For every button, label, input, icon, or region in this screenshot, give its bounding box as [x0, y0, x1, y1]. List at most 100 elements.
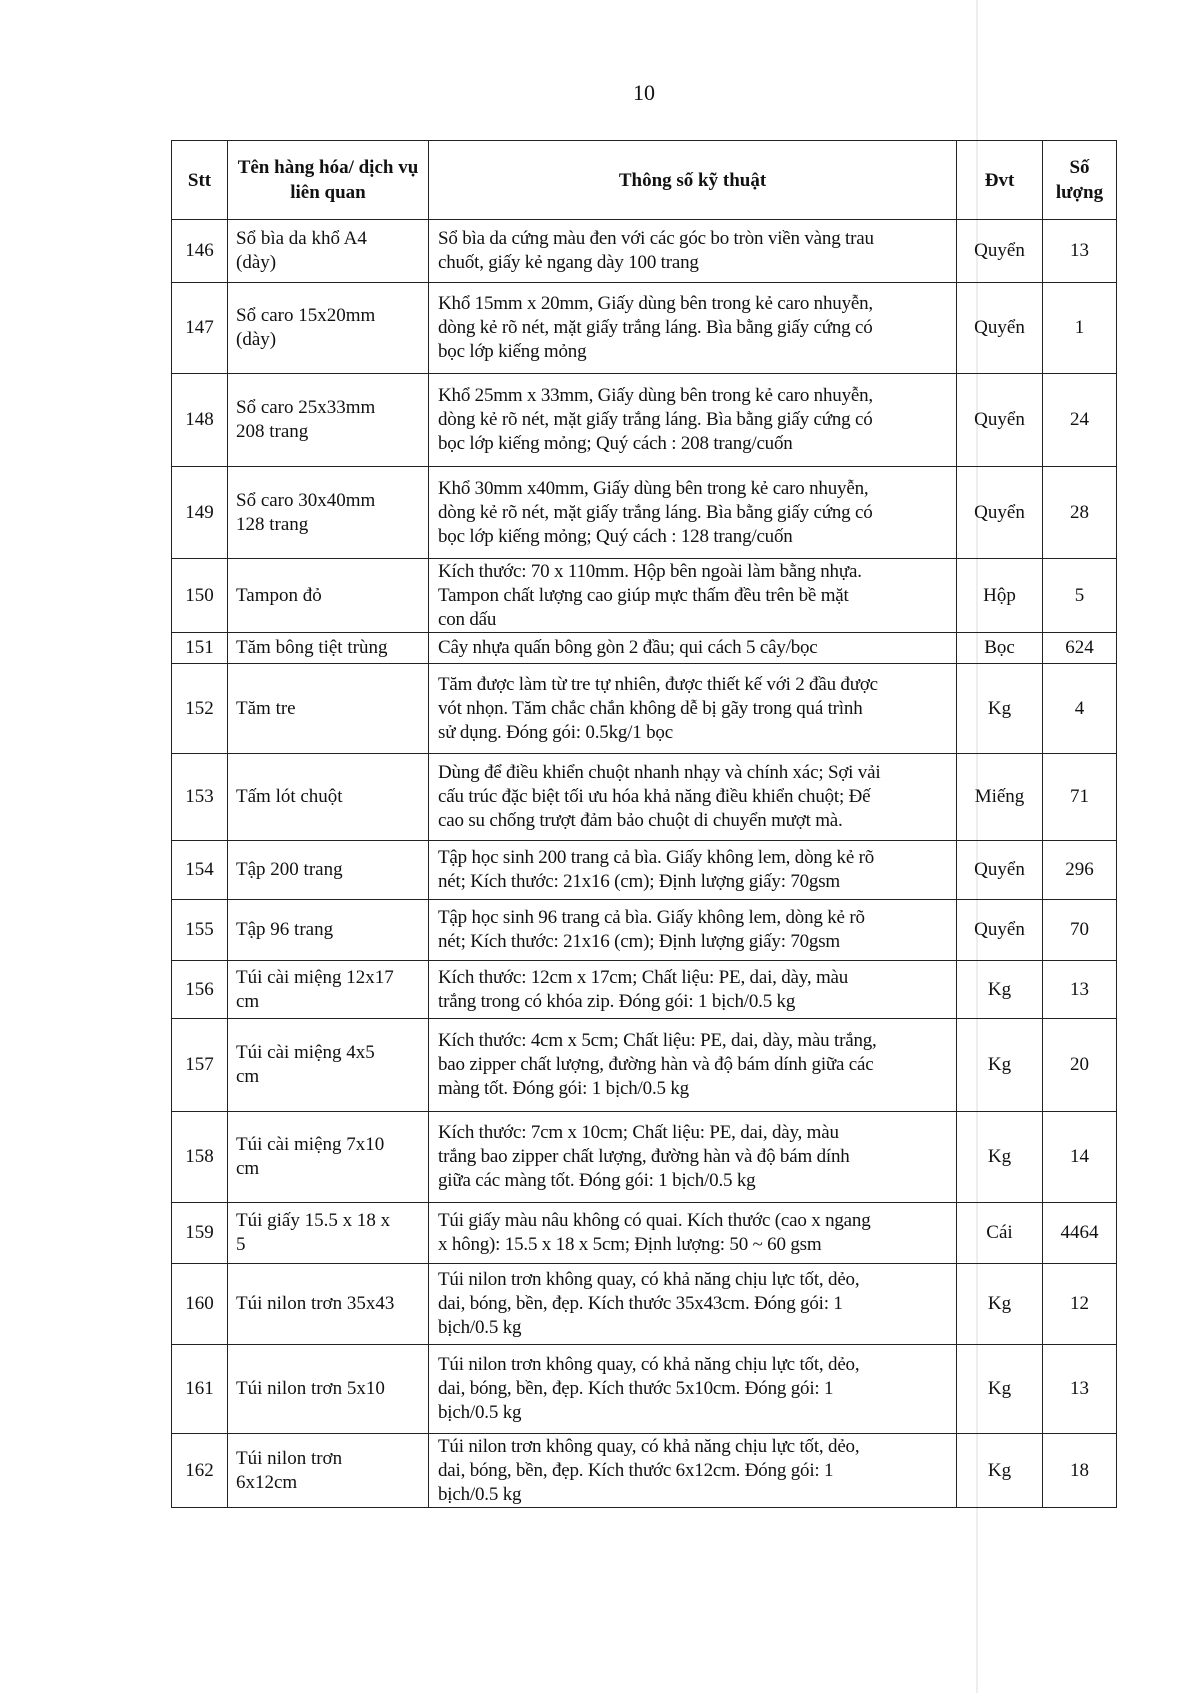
cell-unit: Quyển — [956, 219, 1043, 283]
table-row: 161 Túi nilon trơn 5x10 Túi nilon trơn kh… — [171, 1344, 1117, 1434]
cell-spec: Tập học sinh 200 trang cả bìa. Giấy khôn… — [428, 840, 957, 900]
cell-name: Tăm tre — [227, 663, 429, 754]
cell-stt: 150 — [171, 558, 228, 633]
cell-stt: 157 — [171, 1018, 228, 1112]
cell-qty: 1 — [1042, 282, 1117, 374]
cell-spec: Khổ 25mm x 33mm, Giấy dùng bên trong kẻ … — [428, 373, 957, 467]
cell-stt: 155 — [171, 899, 228, 961]
cell-spec: Túi nilon trơn không quay, có khả năng c… — [428, 1344, 957, 1434]
cell-name: Túi giấy 15.5 x 18 x 5 — [227, 1202, 429, 1264]
cell-spec: Khổ 30mm x40mm, Giấy dùng bên trong kẻ c… — [428, 466, 957, 559]
table-row: 159 Túi giấy 15.5 x 18 x 5 Túi giấy màu nâ… — [171, 1202, 1117, 1264]
header-qty: Số lượng — [1042, 140, 1117, 220]
cell-stt: 160 — [171, 1263, 228, 1345]
table-row: 148 Sổ caro 25x33mm 208 trang Khổ 25mm x 3… — [171, 373, 1117, 467]
table-row: 149 Sổ caro 30x40mm 128 trang Khổ 30mm x40… — [171, 466, 1117, 559]
cell-qty: 18 — [1042, 1433, 1117, 1508]
goods-table: Stt Tên hàng hóa/ dịch vụ liên quan Thôn… — [171, 140, 1117, 1508]
cell-spec: Kích thước: 7cm x 10cm; Chất liệu: PE, d… — [428, 1111, 957, 1203]
cell-spec: Kích thước: 70 x 110mm. Hộp bên ngoài là… — [428, 558, 957, 633]
cell-name: Túi cài miệng 7x10 cm — [227, 1111, 429, 1203]
cell-name: Túi nilon trơn 5x10 — [227, 1344, 429, 1434]
cell-qty: 24 — [1042, 373, 1117, 467]
cell-stt: 154 — [171, 840, 228, 900]
cell-spec: Túi nilon trơn không quay, có khả năng c… — [428, 1263, 957, 1345]
table-row: 154 Tập 200 trang Tập học sinh 200 trang c… — [171, 840, 1117, 900]
cell-unit: Quyển — [956, 840, 1043, 900]
cell-stt: 153 — [171, 753, 228, 841]
cell-unit: Miếng — [956, 753, 1043, 841]
cell-stt: 151 — [171, 632, 228, 664]
cell-stt: 148 — [171, 373, 228, 467]
cell-unit: Kg — [956, 663, 1043, 754]
cell-stt: 158 — [171, 1111, 228, 1203]
cell-qty: 624 — [1042, 632, 1117, 664]
cell-spec: Sổ bìa da cứng màu đen với các góc bo tr… — [428, 219, 957, 283]
header-spec: Thông số kỹ thuật — [428, 140, 957, 220]
cell-qty: 70 — [1042, 899, 1117, 961]
header-unit: Đvt — [956, 140, 1043, 220]
cell-qty: 296 — [1042, 840, 1117, 900]
cell-stt: 149 — [171, 466, 228, 559]
cell-unit: Kg — [956, 1433, 1043, 1508]
table-row: 157 Túi cài miệng 4x5 cm Kích thước: 4cm x… — [171, 1018, 1117, 1112]
table-header-row: Stt Tên hàng hóa/ dịch vụ liên quan Thôn… — [171, 140, 1117, 220]
table-row: 146 Sổ bìa da khổ A4 (dày) Sổ bìa da cứng … — [171, 219, 1117, 283]
cell-spec: Túi giấy màu nâu không có quai. Kích thư… — [428, 1202, 957, 1264]
table-row: 147 Sổ caro 15x20mm (dày) Khổ 15mm x 20mm,… — [171, 282, 1117, 374]
cell-unit: Kg — [956, 1263, 1043, 1345]
cell-name: Túi nilon trơn 6x12cm — [227, 1433, 429, 1508]
cell-unit: Hộp — [956, 558, 1043, 633]
table-row: 152 Tăm tre Tăm được làm từ tre tự nhiên, … — [171, 663, 1117, 754]
cell-spec: Khổ 15mm x 20mm, Giấy dùng bên trong kẻ … — [428, 282, 957, 374]
cell-name: Túi cài miệng 12x17 cm — [227, 960, 429, 1019]
cell-qty: 14 — [1042, 1111, 1117, 1203]
cell-unit: Kg — [956, 1111, 1043, 1203]
cell-qty: 5 — [1042, 558, 1117, 633]
cell-unit: Quyển — [956, 282, 1043, 374]
table-row: 153 Tấm lót chuột Dùng để điều khiển chuột… — [171, 753, 1117, 841]
cell-unit: Cái — [956, 1202, 1043, 1264]
cell-spec: Kích thước: 12cm x 17cm; Chất liệu: PE, … — [428, 960, 957, 1019]
cell-name: Tampon đỏ — [227, 558, 429, 633]
cell-qty: 71 — [1042, 753, 1117, 841]
header-name: Tên hàng hóa/ dịch vụ liên quan — [227, 140, 429, 220]
cell-spec: Tăm được làm từ tre tự nhiên, được thiết… — [428, 663, 957, 754]
cell-spec: Cây nhựa quấn bông gòn 2 đầu; qui cách 5… — [428, 632, 957, 664]
cell-spec: Tập học sinh 96 trang cả bìa. Giấy không… — [428, 899, 957, 961]
cell-name: Tăm bông tiệt trùng — [227, 632, 429, 664]
cell-stt: 152 — [171, 663, 228, 754]
cell-spec: Túi nilon trơn không quay, có khả năng c… — [428, 1433, 957, 1508]
cell-qty: 28 — [1042, 466, 1117, 559]
cell-stt: 147 — [171, 282, 228, 374]
cell-qty: 13 — [1042, 219, 1117, 283]
cell-qty: 12 — [1042, 1263, 1117, 1345]
header-stt: Stt — [171, 140, 228, 220]
table-row: 160 Túi nilon trơn 35x43 Túi nilon trơn k… — [171, 1263, 1117, 1345]
cell-name: Sổ caro 15x20mm (dày) — [227, 282, 429, 374]
cell-unit: Kg — [956, 1018, 1043, 1112]
page-number: 10 — [633, 80, 655, 105]
cell-stt: 162 — [171, 1433, 228, 1508]
cell-stt: 146 — [171, 219, 228, 283]
cell-name: Sổ caro 30x40mm 128 trang — [227, 466, 429, 559]
cell-stt: 159 — [171, 1202, 228, 1264]
cell-qty: 20 — [1042, 1018, 1117, 1112]
cell-stt: 156 — [171, 960, 228, 1019]
table-row: 151 Tăm bông tiệt trùng Cây nhựa quấn bông… — [171, 632, 1117, 664]
cell-unit: Quyển — [956, 373, 1043, 467]
cell-qty: 4464 — [1042, 1202, 1117, 1264]
cell-spec: Dùng để điều khiển chuột nhanh nhạy và c… — [428, 753, 957, 841]
cell-unit: Kg — [956, 1344, 1043, 1434]
cell-name: Tập 96 trang — [227, 899, 429, 961]
cell-qty: 13 — [1042, 960, 1117, 1019]
cell-name: Túi nilon trơn 35x43 — [227, 1263, 429, 1345]
table-row: 156 Túi cài miệng 12x17 cm Kích thước: 12c… — [171, 960, 1117, 1019]
cell-name: Tập 200 trang — [227, 840, 429, 900]
cell-spec: Kích thước: 4cm x 5cm; Chất liệu: PE, da… — [428, 1018, 957, 1112]
cell-qty: 4 — [1042, 663, 1117, 754]
table-row: 155 Tập 96 trang Tập học sinh 96 trang cả … — [171, 899, 1117, 961]
cell-stt: 161 — [171, 1344, 228, 1434]
cell-qty: 13 — [1042, 1344, 1117, 1434]
table-row: 162 Túi nilon trơn 6x12cm Túi nilon trơn … — [171, 1433, 1117, 1508]
